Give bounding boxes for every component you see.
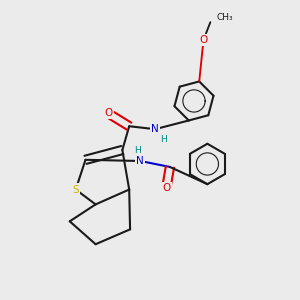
Text: H: H — [160, 134, 167, 143]
Text: CH₃: CH₃ — [216, 13, 233, 22]
Text: S: S — [72, 184, 79, 194]
Text: O: O — [200, 35, 208, 45]
Text: N: N — [151, 124, 159, 134]
Text: H: H — [134, 146, 141, 155]
Text: O: O — [104, 108, 112, 118]
Text: O: O — [162, 183, 170, 193]
Text: N: N — [136, 156, 144, 166]
